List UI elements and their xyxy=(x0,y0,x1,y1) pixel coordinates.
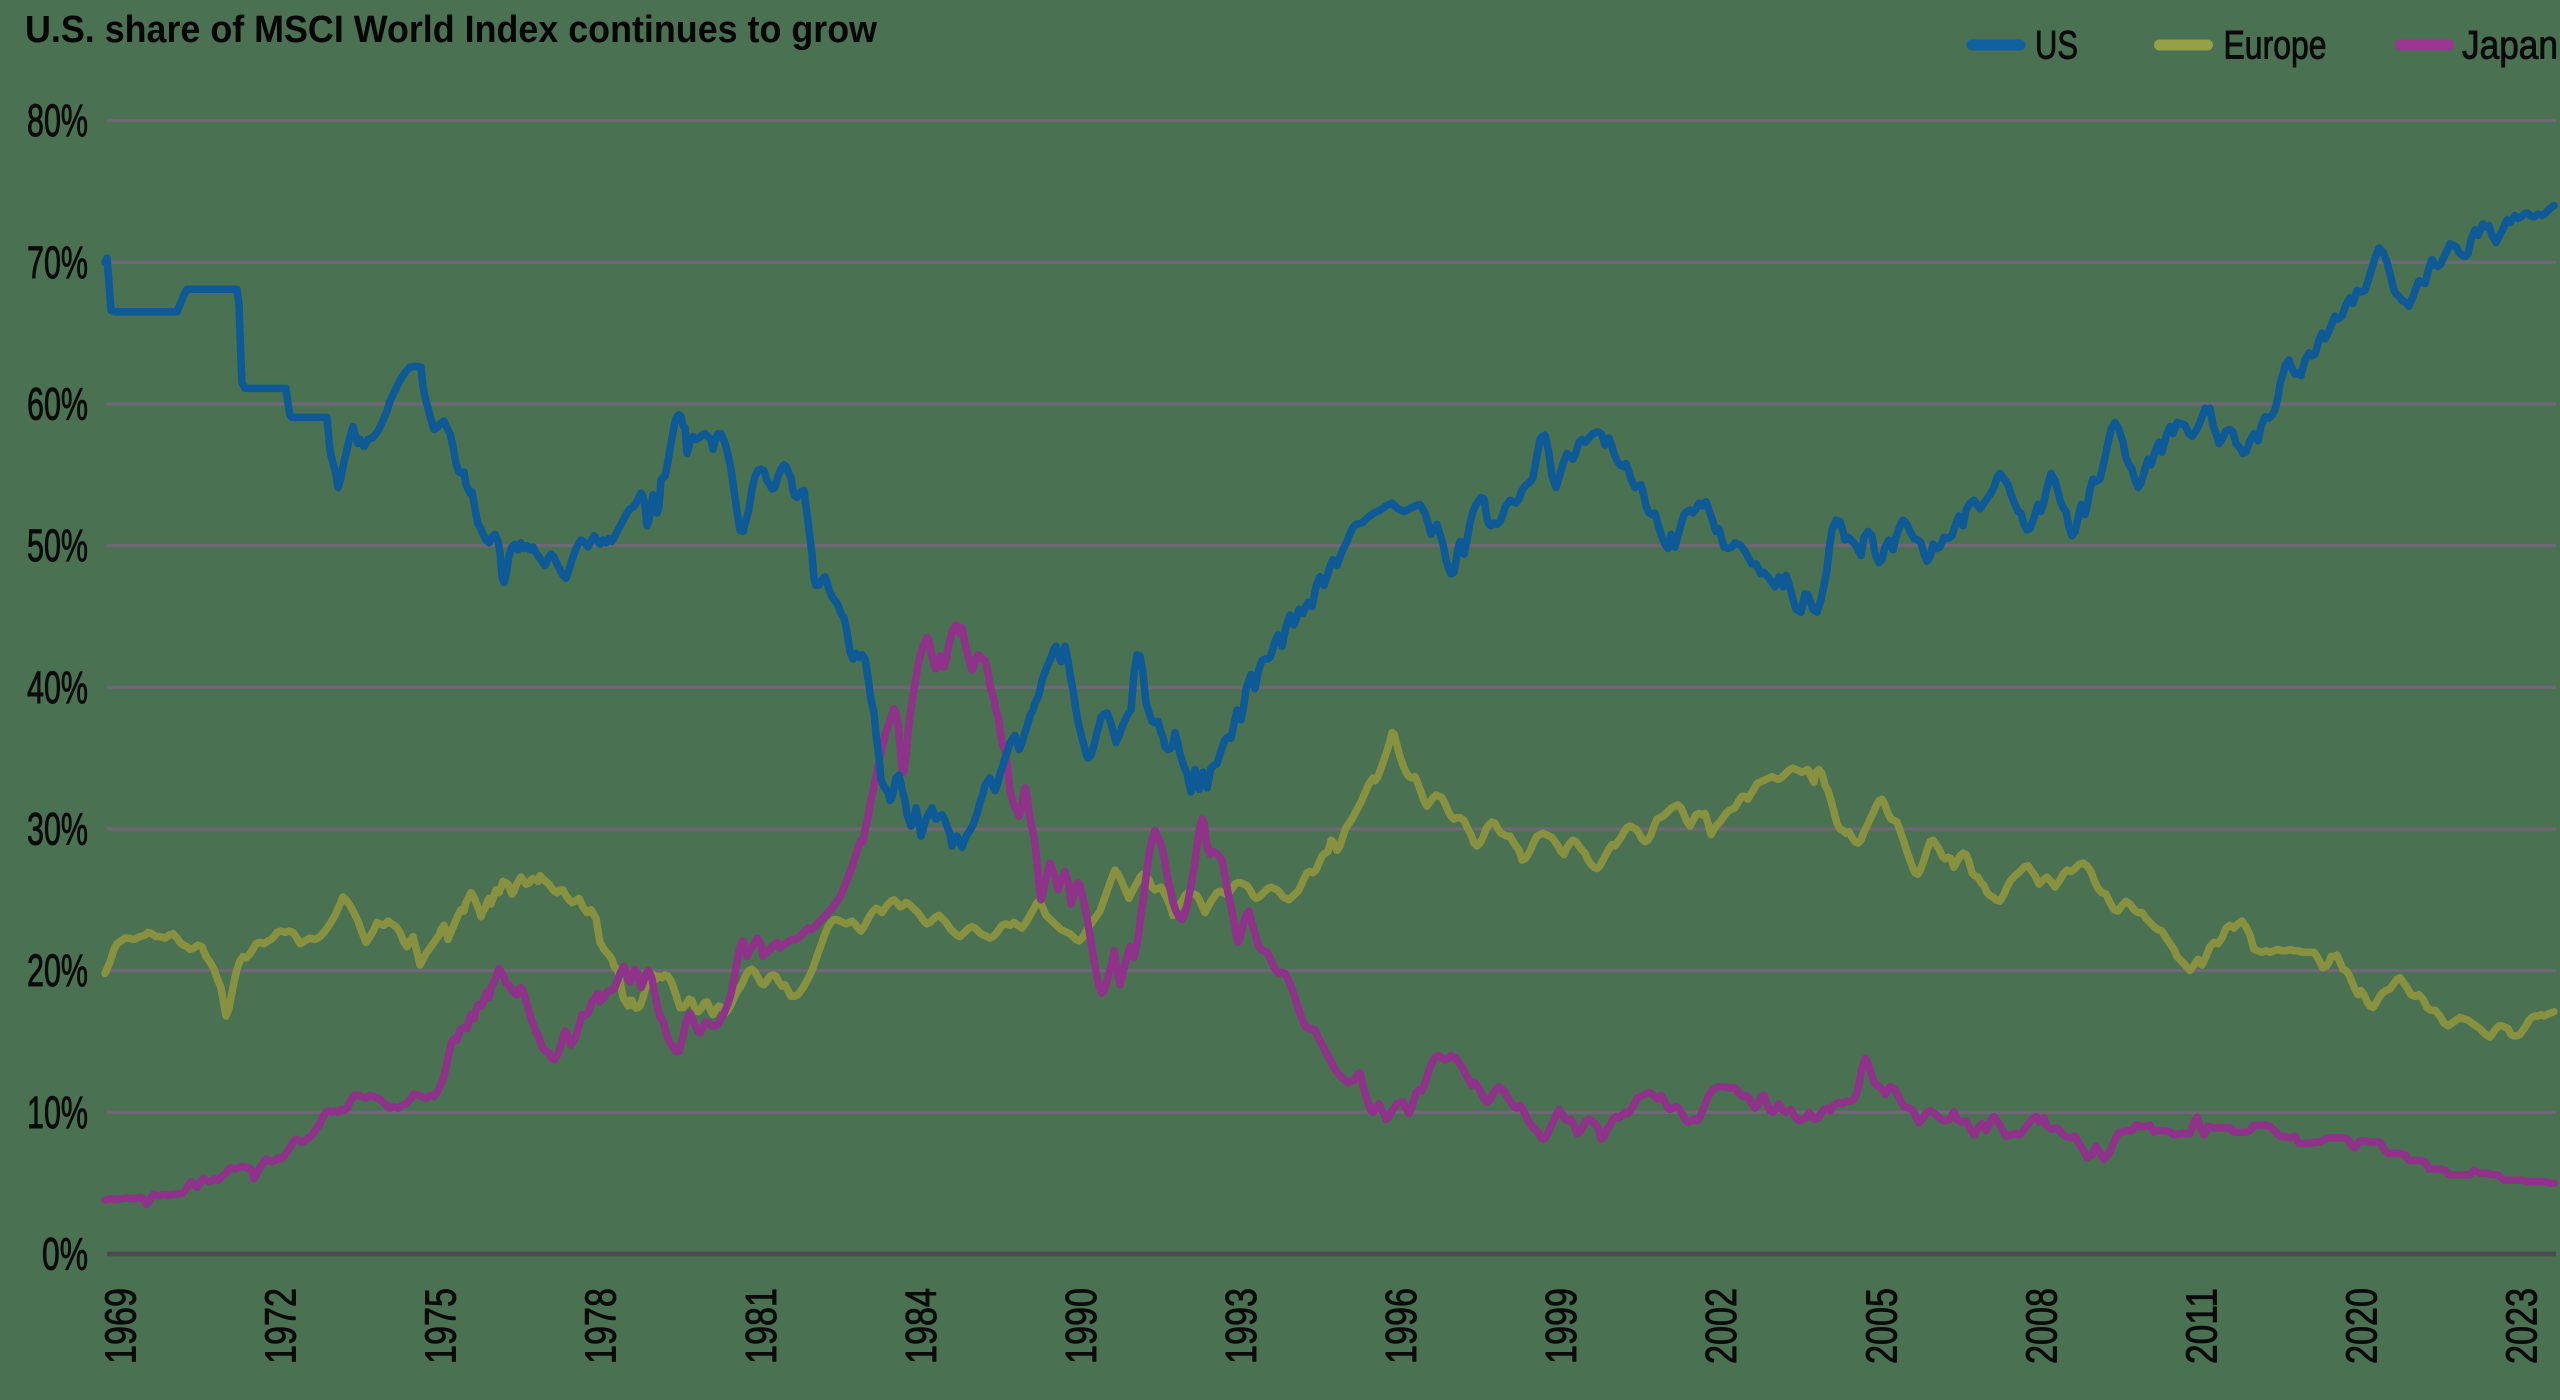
svg-text:1999: 1999 xyxy=(1537,1288,1586,1364)
svg-text:2023: 2023 xyxy=(2498,1288,2547,1364)
svg-text:Japan: Japan xyxy=(2462,24,2558,68)
svg-text:1969: 1969 xyxy=(97,1288,146,1364)
svg-text:80%: 80% xyxy=(27,95,88,146)
svg-text:1975: 1975 xyxy=(417,1288,466,1364)
svg-text:2011: 2011 xyxy=(2177,1288,2226,1364)
svg-text:1978: 1978 xyxy=(577,1288,626,1364)
svg-text:US: US xyxy=(2035,24,2078,68)
svg-text:30%: 30% xyxy=(27,804,88,855)
svg-text:1972: 1972 xyxy=(257,1288,306,1364)
svg-text:2020: 2020 xyxy=(2338,1288,2387,1364)
svg-text:0%: 0% xyxy=(42,1229,88,1280)
svg-text:1996: 1996 xyxy=(1377,1288,1426,1364)
svg-text:1984: 1984 xyxy=(897,1288,946,1364)
svg-text:2008: 2008 xyxy=(2017,1288,2066,1364)
svg-text:60%: 60% xyxy=(27,378,88,429)
svg-text:20%: 20% xyxy=(27,945,88,996)
svg-text:70%: 70% xyxy=(27,237,88,288)
svg-text:Europe: Europe xyxy=(2224,24,2327,68)
svg-text:50%: 50% xyxy=(27,520,88,571)
svg-text:1993: 1993 xyxy=(1217,1288,1266,1364)
svg-text:2005: 2005 xyxy=(1857,1288,1906,1364)
svg-text:U.S. share of MSCI World Index: U.S. share of MSCI World Index continues… xyxy=(25,9,877,51)
svg-text:1981: 1981 xyxy=(737,1288,786,1364)
svg-text:10%: 10% xyxy=(27,1087,88,1138)
svg-text:1990: 1990 xyxy=(1057,1288,1106,1364)
svg-text:40%: 40% xyxy=(27,662,88,713)
svg-text:2002: 2002 xyxy=(1697,1288,1746,1364)
